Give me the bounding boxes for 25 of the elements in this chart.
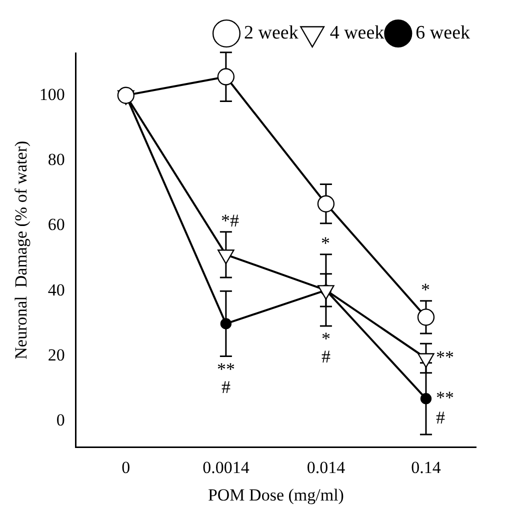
y-tick-label: 0 (56, 410, 65, 430)
legend-label: 6 week (416, 22, 470, 44)
x-axis-title: POM Dose (mg/ml) (208, 485, 344, 504)
y-tick-label: 60 (48, 215, 65, 234)
x-tick-label: 0.14 (411, 458, 442, 477)
y-tick-label: 100 (39, 84, 65, 104)
y-tick-label: 80 (48, 150, 65, 169)
y-axis-title: Neuronal Damage (% of water) (12, 140, 31, 360)
x-tick-label: 0.014 (306, 458, 346, 477)
annotation: ** (216, 359, 235, 380)
annotation: * (321, 328, 330, 349)
annotation: *# (220, 210, 239, 231)
annotation: * (320, 233, 330, 254)
annotation: ** (436, 387, 454, 408)
annotation: ** (436, 346, 454, 367)
annotation: # (321, 346, 330, 367)
y-tick-label: 40 (48, 280, 65, 300)
y-tick-label: 20 (48, 345, 65, 364)
x-tick-label: 0.0014 (202, 458, 250, 477)
annotation: # (221, 377, 230, 398)
x-tick-label: 0 (122, 458, 130, 477)
annotation: * (420, 280, 430, 300)
annotation: # (436, 407, 445, 428)
legend-label: 4 week (330, 22, 385, 44)
legend-label: 2 week (244, 22, 299, 44)
